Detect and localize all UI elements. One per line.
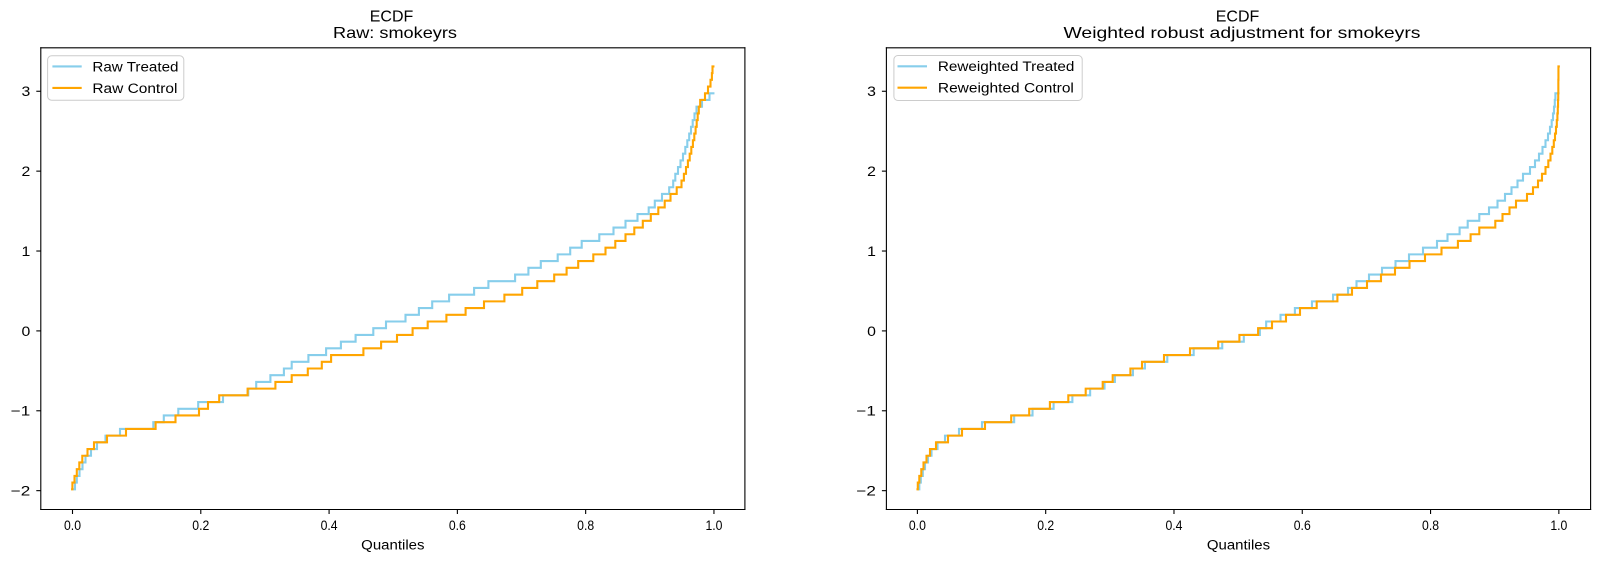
svg-text:0.8: 0.8 [1422,518,1439,533]
svg-text:0.2: 0.2 [1037,518,1054,533]
svg-text:0.6: 0.6 [1294,518,1311,533]
svg-text:1.0: 1.0 [705,518,722,533]
svg-text:0.0: 0.0 [64,518,81,533]
svg-text:0.0: 0.0 [909,518,926,533]
svg-text:ECDF: ECDF [1216,8,1260,25]
svg-text:0.6: 0.6 [449,518,466,533]
svg-text:−1: −1 [856,404,876,419]
svg-text:Raw: smokeyrs: Raw: smokeyrs [333,25,457,42]
svg-text:0.4: 0.4 [1165,518,1182,533]
svg-text:Quantiles: Quantiles [1207,537,1271,552]
svg-text:0.8: 0.8 [577,518,594,533]
svg-text:Quantiles: Quantiles [361,537,425,552]
svg-text:−1: −1 [11,404,31,419]
svg-text:Reweighted Treated: Reweighted Treated [938,59,1075,74]
svg-text:0.4: 0.4 [321,518,338,533]
svg-text:0.2: 0.2 [192,518,209,533]
svg-text:0: 0 [22,324,31,339]
svg-text:1: 1 [867,244,876,259]
svg-text:Reweighted Control: Reweighted Control [938,81,1074,96]
svg-text:Raw Control: Raw Control [92,81,177,96]
svg-text:ECDF: ECDF [370,8,414,25]
svg-text:3: 3 [867,84,876,99]
svg-text:3: 3 [22,84,31,99]
svg-text:Raw Treated: Raw Treated [92,59,178,74]
svg-text:2: 2 [867,164,876,179]
svg-text:1: 1 [22,244,31,259]
svg-text:1.0: 1.0 [1550,518,1567,533]
svg-text:−2: −2 [11,484,31,499]
svg-text:Weighted robust adjustment for: Weighted robust adjustment for smokeyrs [1064,25,1421,42]
svg-text:2: 2 [22,164,31,179]
svg-text:−2: −2 [856,484,876,499]
svg-text:0: 0 [867,324,876,339]
